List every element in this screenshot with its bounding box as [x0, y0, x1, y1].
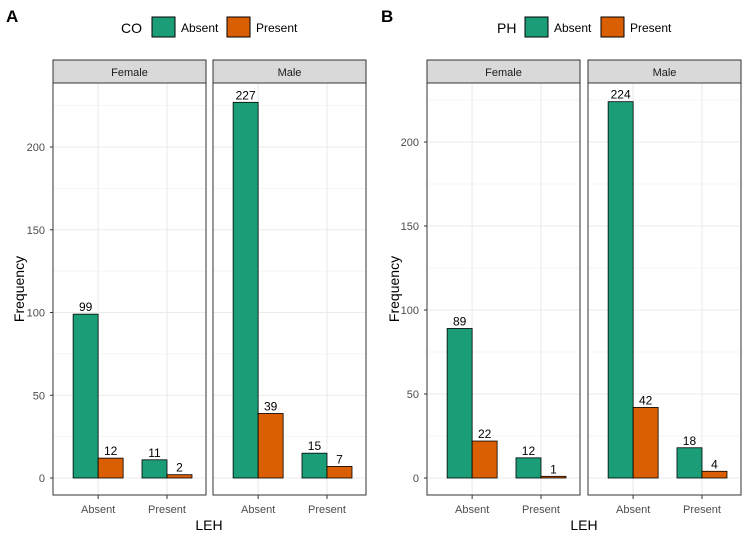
chart-b: B PH Absent Present Frequency 0 50 100 150 200 LEH…	[381, 7, 742, 533]
x-tick-label: Present	[148, 504, 186, 516]
bar-present-present	[326, 466, 353, 479]
facet-male: Male 227 39 Absent 15 7 Present	[212, 59, 367, 516]
facet-strip-label: Female	[111, 67, 148, 79]
bar-absent-absent	[607, 101, 634, 479]
legend-title: CO	[121, 20, 142, 36]
bar-present-absent	[97, 457, 124, 479]
facet-strip-label: Male	[278, 67, 302, 79]
bar-absent-present	[515, 457, 542, 479]
bar-present-absent	[632, 407, 659, 479]
data-label: 99	[79, 300, 93, 314]
y-tick-label: 100	[401, 305, 419, 317]
legend-label-absent: Absent	[554, 21, 592, 35]
bar-absent-absent	[446, 328, 473, 479]
bar-present-absent	[257, 413, 284, 479]
y-tick-label: 50	[407, 389, 419, 401]
facet-strip-label: Male	[653, 67, 677, 79]
y-tick-label: 0	[39, 473, 45, 485]
bar-absent-absent	[72, 313, 99, 479]
panel-border	[587, 82, 742, 496]
panel-border	[52, 82, 207, 496]
panel-tag: B	[381, 7, 393, 26]
data-label: 1	[550, 462, 557, 476]
facet-female: Female 99 12 Absent 11 2 Present	[52, 59, 207, 516]
x-axis-label: LEH	[570, 517, 597, 533]
legend-title: PH	[497, 20, 516, 36]
data-label: 39	[264, 399, 278, 413]
legend-key-present	[600, 16, 625, 38]
x-tick-label: Absent	[81, 504, 115, 516]
y-tick-label: 50	[33, 390, 45, 402]
data-label: 42	[639, 393, 653, 407]
y-tick-label: 200	[401, 137, 419, 149]
facet-male: Male 224 42 Absent 18 4 Present	[587, 59, 742, 516]
y-tick-label: 100	[27, 308, 45, 320]
chart-a: A CO Absent Present Frequency 0 50 100 150 200 LEH…	[6, 7, 367, 533]
bar-present-present	[540, 475, 567, 479]
data-label: 12	[104, 444, 118, 458]
panel-tag: A	[6, 7, 18, 26]
x-tick-label: Present	[683, 504, 721, 516]
bar-absent-present	[141, 459, 168, 479]
data-label: 22	[478, 427, 492, 441]
bar-absent-present	[676, 447, 703, 479]
facet-female: Female 89 22 Absent 12 1 Present	[426, 59, 581, 516]
data-label: 89	[453, 314, 467, 328]
y-axis-label: Frequency	[11, 256, 27, 322]
bar-present-absent	[471, 440, 498, 479]
x-tick-label: Absent	[616, 504, 650, 516]
x-axis-label: LEH	[195, 517, 222, 533]
legend-key-absent	[524, 16, 549, 38]
data-label: 4	[711, 457, 718, 471]
legend-label-present: Present	[630, 21, 672, 35]
x-tick-label: Absent	[455, 504, 489, 516]
panel-border	[426, 82, 581, 496]
y-tick-label: 150	[27, 225, 45, 237]
data-label: 2	[176, 461, 183, 475]
bar-absent-absent	[232, 101, 259, 479]
legend-label-present: Present	[256, 21, 298, 35]
data-label: 11	[148, 446, 161, 460]
bar-present-present	[701, 470, 728, 479]
data-label: 15	[308, 439, 322, 453]
data-label: 18	[683, 434, 697, 448]
panel-border	[212, 82, 367, 496]
legend-key-absent	[151, 16, 176, 38]
y-axis-label: Frequency	[386, 256, 402, 322]
legend-key-present	[226, 16, 251, 38]
x-tick-label: Absent	[241, 504, 275, 516]
data-label: 7	[336, 452, 343, 466]
y-tick-label: 200	[27, 142, 45, 154]
bar-absent-present	[301, 452, 328, 479]
x-tick-label: Present	[308, 504, 346, 516]
x-tick-label: Present	[522, 504, 560, 516]
legend-label-absent: Absent	[181, 21, 219, 35]
data-label: 224	[611, 88, 631, 102]
y-tick-label: 0	[413, 473, 419, 485]
data-label: 12	[522, 444, 536, 458]
facet-strip-label: Female	[485, 67, 522, 79]
bar-present-present	[166, 474, 193, 479]
y-tick-label: 150	[401, 221, 419, 233]
data-label: 227	[236, 88, 256, 102]
